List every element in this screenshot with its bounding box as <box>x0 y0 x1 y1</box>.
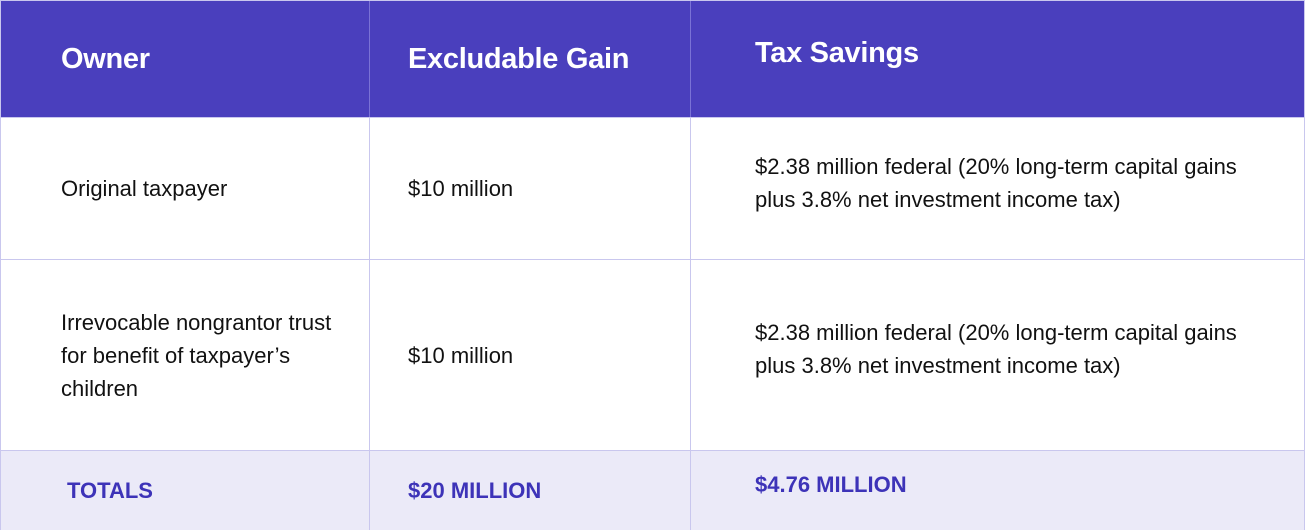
totals-gain-cell: $20 MILLION <box>370 451 691 530</box>
savings-text: $2.38 million federal (20% long-term cap… <box>755 320 1237 378</box>
table-row: Original taxpayer $10 million $2.38 mill… <box>1 117 1304 259</box>
table-row: Irrevocable nongrantor trust for benefit… <box>1 259 1304 450</box>
totals-savings: $4.76 MILLION <box>755 471 907 497</box>
table-header-row: Owner Excludable Gain Tax Savings <box>1 1 1304 117</box>
savings-cell: $2.38 million federal (20% long-term cap… <box>691 118 1304 259</box>
owner-cell: Irrevocable nongrantor trust for benefit… <box>1 260 370 450</box>
header-cell-excludable-gain: Excludable Gain <box>370 1 691 117</box>
totals-gain: $20 MILLION <box>408 477 542 503</box>
gain-cell: $10 million <box>370 118 691 259</box>
totals-savings-cell: $4.76 MILLION <box>691 451 1304 530</box>
gain-cell: $10 million <box>370 260 691 450</box>
gain-text: $10 million <box>408 342 514 368</box>
header-gain-label: Excludable Gain <box>408 42 630 75</box>
gain-text: $10 million <box>408 176 514 201</box>
totals-label-cell: TOTALS <box>1 451 370 530</box>
header-owner-label: Owner <box>61 42 150 75</box>
header-savings-label: Tax Savings <box>755 36 919 69</box>
savings-cell: $2.38 million federal (20% long-term cap… <box>691 260 1304 450</box>
owner-cell: Original taxpayer <box>1 118 370 259</box>
totals-row: TOTALS $20 MILLION $4.76 MILLION <box>1 450 1304 530</box>
owner-text: Irrevocable nongrantor trust for benefit… <box>61 309 332 401</box>
owner-text: Original taxpayer <box>61 176 228 201</box>
savings-text: $2.38 million federal (20% long-term cap… <box>755 153 1237 212</box>
header-cell-tax-savings: Tax Savings <box>691 1 1304 117</box>
totals-label: TOTALS <box>67 477 153 503</box>
header-cell-owner: Owner <box>1 1 370 117</box>
